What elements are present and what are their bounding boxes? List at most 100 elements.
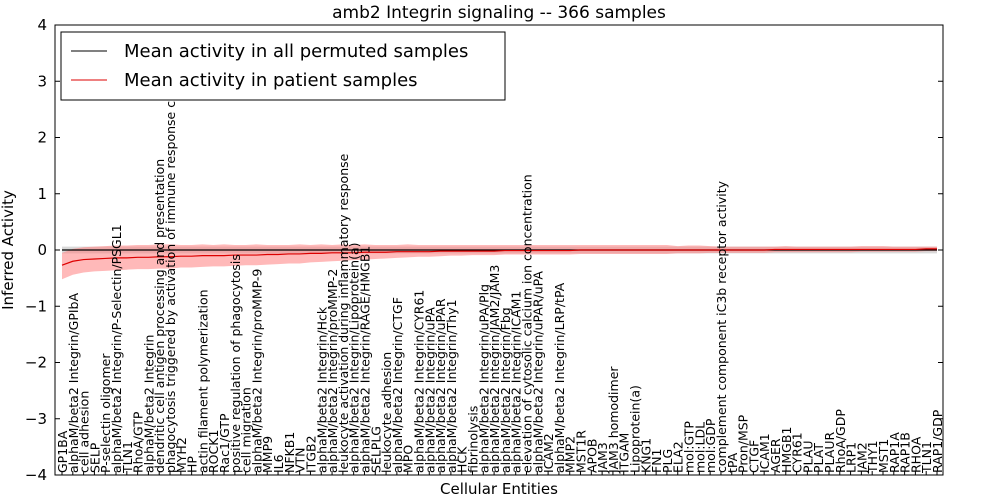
x-tick-label: RhoA/GTP <box>131 411 146 473</box>
x-tick-label: RhoA/GDP <box>833 409 848 473</box>
x-tick-label: TLN1 <box>120 441 135 474</box>
x-tick-label: Lipoprotein(a) <box>628 385 643 473</box>
series-lines <box>61 248 937 266</box>
x-tick-label: ITGB2 <box>303 435 318 473</box>
x-tick-label: alphaM/beta2 Integrin/GPIbA <box>66 293 81 473</box>
x-tick-label: APOB <box>584 438 599 473</box>
x-tick-label: PLG <box>660 449 675 473</box>
x-tick-label: phagocytosis triggered by activation of … <box>163 36 178 473</box>
patient-mean-line <box>61 248 937 266</box>
x-tick-label: alphaM/beta2 Integrin/P-Selectin/PSGL1 <box>109 224 124 473</box>
x-tick-label: elevation of cytosolic calcium ion conce… <box>520 174 535 473</box>
legend-box <box>60 31 506 101</box>
x-tick-label: actin filament polymerization <box>195 289 210 473</box>
x-tick-label: GP1BA <box>55 430 70 473</box>
x-tick-label: HCK <box>455 446 470 473</box>
x-tick-label: MMP2 <box>563 436 578 473</box>
x-tick-label: alphaM/beta2 Integrin/uPA/Plg <box>476 284 491 473</box>
plot-frame <box>54 24 944 476</box>
x-tick-label: alphaM/beta2 Integrin/Hck <box>314 306 329 473</box>
y-tick-label: −4 <box>25 466 47 484</box>
x-tick-label: THY1 <box>865 440 880 474</box>
x-tick-label: mol:GDP <box>703 418 718 473</box>
x-tick-label: AGER <box>768 438 783 473</box>
x-tick-label: RAP1/GDP <box>930 409 945 473</box>
x-tick-label: JAM3 <box>595 442 610 474</box>
x-tick-label: PLAT <box>811 443 826 473</box>
x-tick-label: HP <box>185 456 200 473</box>
x-tick-label: mol:GTP <box>682 421 697 473</box>
y-tick-label: 0 <box>37 241 47 259</box>
x-tick-label: ROCK1 <box>206 430 221 473</box>
x-tick-label: MMP9 <box>260 436 275 473</box>
x-tick-label: cell migration <box>239 387 254 473</box>
x-axis-label: Cellular Entities <box>440 480 558 498</box>
x-tick-label: HMGB1 <box>779 427 794 473</box>
x-tick-label: alphaM/beta2 Integrin/proMMP-2 <box>325 269 340 473</box>
x-tick-label: fibrinolysis <box>465 406 480 473</box>
x-tick-label: alphaM/beta2 Integrin/uPAR/uPA <box>530 271 545 473</box>
x-tick-label: ELA2 <box>671 441 686 473</box>
chart-title: amb2 Integrin signaling -- 366 samples <box>332 3 666 23</box>
x-tick-label: alphaM/beta2 Integrin/CYR61 <box>411 290 426 473</box>
x-tick-label: alphaM/beta2 Integrin/Thy1 <box>444 299 459 473</box>
y-tick-label: −3 <box>25 410 47 428</box>
x-tick-label: complement component iC3b receptor activ… <box>714 180 729 473</box>
x-tick-label: alphaM/beta2 Integrin/uPA <box>422 307 437 473</box>
x-tick-label: leukocyte adhesion <box>379 352 394 473</box>
x-tick-label: ICAM2 <box>541 433 556 473</box>
y-axis-label: Inferred Activity <box>0 190 17 310</box>
x-tick-label: MPO <box>401 445 416 473</box>
x-tick-label: alphaM/beta2 Integrin/Lipoprotein(a) <box>347 242 362 473</box>
y-tick-label: −1 <box>25 297 47 315</box>
x-tick-label: MST1 <box>876 439 891 473</box>
x-tick-label: JAM2 <box>854 442 869 474</box>
x-tick-label: cell adhesion <box>77 391 92 473</box>
legend-label-patient: Mean activity in patient samples <box>124 70 418 91</box>
x-tick-label: RAP1A <box>887 432 902 473</box>
x-tick-label: alphaM/beta2 Integrin/RAGE/HMGB1 <box>357 246 372 473</box>
x-tick-label: alphaM/beta2 Integrin/LRP/tPA <box>552 282 567 473</box>
x-tick-label: alphaM/beta2 Integrin/proMMP-9 <box>249 269 264 473</box>
x-tick-label: SELP <box>87 442 102 473</box>
x-tick-label: ITGAM <box>617 433 632 473</box>
x-tick-label: SELPLG <box>368 426 383 473</box>
x-tick-label: alphaM/beta2 Integrin/CTGF <box>390 297 405 473</box>
y-tick-label: 4 <box>37 16 47 34</box>
x-tick-label: alphaM/beta2 Integrin/ICAM1 <box>509 291 524 473</box>
x-tick-label: IL6 <box>271 454 286 473</box>
x-tick-label: FN1 <box>649 449 664 474</box>
x-tick-label: MYH2 <box>174 437 189 473</box>
legend: Mean activity in all permuted samples Me… <box>60 31 506 101</box>
x-tick-label: VTN <box>293 447 308 473</box>
x-tick-label: mol:LDL <box>692 422 707 473</box>
x-tick-label: leukocyte activation during inflammatory… <box>336 153 351 473</box>
y-tick-label: 3 <box>37 72 47 90</box>
x-tick-label: alphaM/beta2 Integrin/JAM2/JAM3 <box>487 265 502 473</box>
x-tick-label: TLN1 <box>919 441 934 474</box>
x-tick-label: LRP1 <box>844 442 859 473</box>
x-tick-label: JAM3 homodimer <box>606 366 621 474</box>
x-tick-label: MST1R <box>574 430 589 473</box>
legend-label-permuted: Mean activity in all permuted samples <box>124 41 468 62</box>
x-tick-label: RAP1B <box>898 432 913 473</box>
y-tick-label: 1 <box>37 185 47 203</box>
x-tick-label: CTGF <box>746 440 761 473</box>
x-tick-label: RHOA <box>908 436 923 473</box>
x-tick-label: dendritic cell antigen processing and pr… <box>152 159 167 473</box>
x-tick-label: KNG1 <box>638 438 653 473</box>
x-tick-label: NFKB1 <box>282 432 297 473</box>
y-tick-label: 2 <box>37 129 47 147</box>
x-tick-label: PLAUR <box>822 432 837 473</box>
x-tick-label: PLAU <box>800 441 815 474</box>
x-tick-label: alphaM/beta2 Integrin/Fbg <box>498 307 513 473</box>
x-tick-label: Rac1/GTP <box>217 413 232 473</box>
x-tick-label: alphaM/beta2 Integrin/uPAR <box>433 298 448 473</box>
patient-band <box>62 244 937 280</box>
x-tick-label: positive regulation of phagocytosis <box>228 254 243 473</box>
x-tick-label: Pron/MSP <box>736 414 751 473</box>
x-tick-label: CYR61 <box>790 432 805 473</box>
x-tick-label: P-selectin oligomer <box>98 353 113 473</box>
x-tick-label: alphaM/beta2 Integrin <box>141 335 156 473</box>
